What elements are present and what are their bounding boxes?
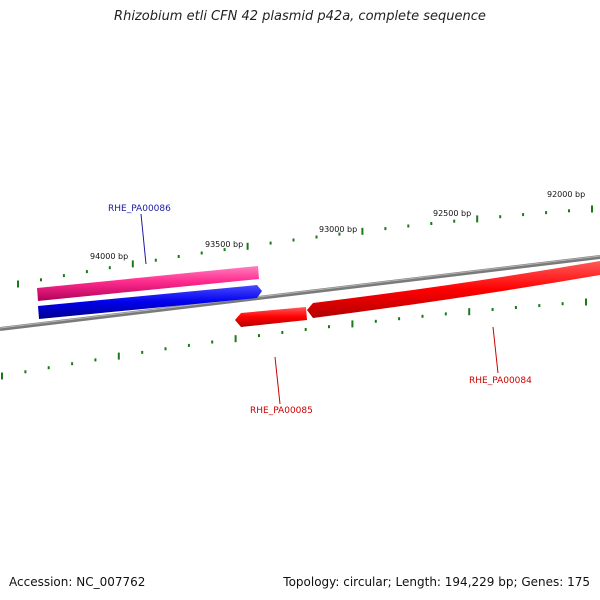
gene-feature-rhe-pa00085[interactable] <box>235 307 307 327</box>
inner-tick-track <box>1 298 587 380</box>
ruler-label-92000: 92000 bp <box>547 190 585 199</box>
gene-feature-rhe-pa00084[interactable] <box>307 261 600 318</box>
accession-label: Accession: NC_007762 <box>9 575 146 589</box>
leader-line-rhe-pa00085 <box>274 356 281 405</box>
map-title: Rhizobium etli CFN 42 plasmid p42a, comp… <box>114 9 486 24</box>
leader-line-rhe-pa00084 <box>492 326 499 374</box>
ruler-label-92500: 92500 bp <box>433 209 471 218</box>
ruler-label-93000: 93000 bp <box>319 225 357 234</box>
topology-label: Topology: circular; Length: 194,229 bp; … <box>283 575 590 589</box>
gene-feature-pink[interactable] <box>37 266 259 301</box>
ruler-label-93500: 93500 bp <box>205 240 243 249</box>
outer-tick-track <box>17 205 593 288</box>
gene-label-rhe-pa00084[interactable]: RHE_PA00084 <box>469 376 532 386</box>
gene-feature-rhe-pa00086[interactable] <box>38 285 262 319</box>
leader-line-rhe-pa00086 <box>140 213 147 265</box>
gene-label-rhe-pa00086[interactable]: RHE_PA00086 <box>108 204 171 214</box>
ruler-label-94000: 94000 bp <box>90 252 128 261</box>
gene-label-rhe-pa00085[interactable]: RHE_PA00085 <box>250 406 313 416</box>
